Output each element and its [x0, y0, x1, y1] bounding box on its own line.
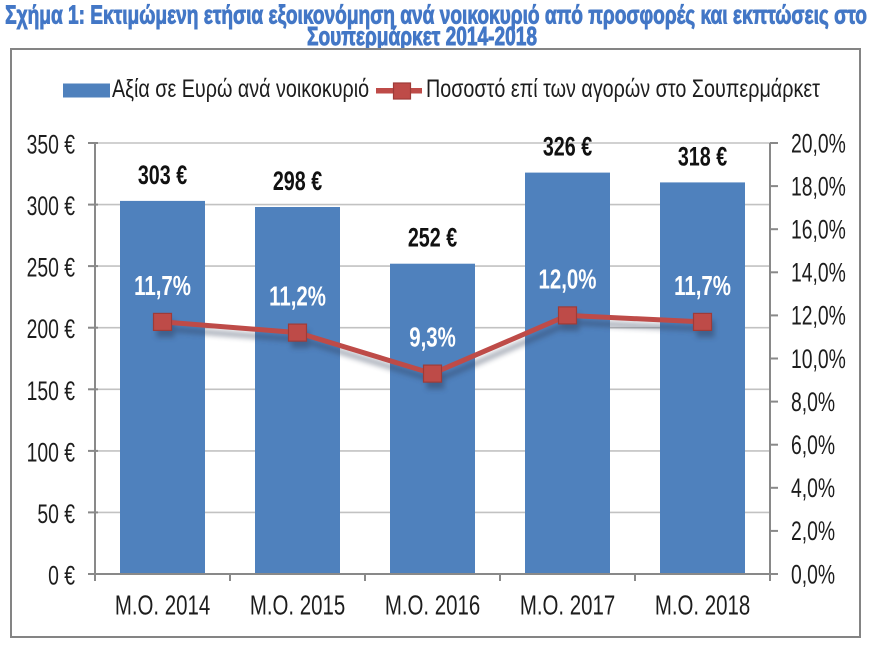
- svg-text:50 €: 50 €: [37, 499, 75, 529]
- svg-text:M.O. 2017: M.O. 2017: [520, 591, 615, 622]
- svg-text:326 €: 326 €: [543, 133, 592, 163]
- svg-text:200 €: 200 €: [27, 314, 75, 344]
- svg-text:8,0%: 8,0%: [791, 387, 835, 417]
- svg-text:298 €: 298 €: [273, 167, 322, 197]
- svg-text:250 €: 250 €: [27, 253, 75, 283]
- svg-text:M.O. 2018: M.O. 2018: [655, 591, 750, 622]
- svg-text:16,0%: 16,0%: [791, 215, 846, 245]
- svg-text:2,0%: 2,0%: [791, 516, 835, 546]
- svg-text:11,7%: 11,7%: [134, 271, 191, 302]
- svg-text:252 €: 252 €: [408, 224, 457, 254]
- svg-text:11,2%: 11,2%: [269, 282, 326, 313]
- svg-text:0 €: 0 €: [48, 561, 75, 591]
- svg-text:Σχήμα 1: Εκτιμώμενη ετήσια εξο: Σχήμα 1: Εκτιμώμενη ετήσια εξοικονόμηση …: [5, 0, 867, 29]
- svg-text:4,0%: 4,0%: [791, 473, 835, 503]
- svg-text:M.O. 2016: M.O. 2016: [385, 591, 480, 622]
- svg-text:Αξία σε Ευρώ ανά νοικοκυριό: Αξία σε Ευρώ ανά νοικοκυριό: [112, 75, 369, 103]
- svg-text:20,0%: 20,0%: [791, 128, 846, 158]
- svg-text:11,7%: 11,7%: [674, 271, 731, 302]
- svg-text:150 €: 150 €: [27, 376, 75, 406]
- svg-text:6,0%: 6,0%: [791, 430, 835, 460]
- svg-text:12,0%: 12,0%: [539, 264, 597, 295]
- svg-text:9,3%: 9,3%: [409, 323, 456, 354]
- svg-text:10,0%: 10,0%: [791, 344, 846, 374]
- svg-text:Σουπερμάρκετ 2014-2018: Σουπερμάρκετ 2014-2018: [307, 21, 537, 51]
- svg-text:300 €: 300 €: [27, 191, 75, 221]
- svg-text:12,0%: 12,0%: [791, 301, 846, 331]
- svg-text:100 €: 100 €: [27, 437, 75, 467]
- svg-text:M.O. 2015: M.O. 2015: [250, 591, 345, 622]
- svg-text:18,0%: 18,0%: [791, 171, 846, 201]
- svg-text:0,0%: 0,0%: [791, 559, 835, 589]
- svg-text:14,0%: 14,0%: [791, 258, 846, 288]
- svg-text:303 €: 303 €: [138, 161, 187, 191]
- svg-text:350 €: 350 €: [27, 130, 75, 160]
- svg-text:M.O. 2014: M.O. 2014: [115, 591, 210, 622]
- svg-text:318 €: 318 €: [678, 143, 727, 173]
- svg-text:Ποσοστό επί των αγορών στο Σου: Ποσοστό επί των αγορών στο Σουπερμάρκετ: [426, 75, 820, 103]
